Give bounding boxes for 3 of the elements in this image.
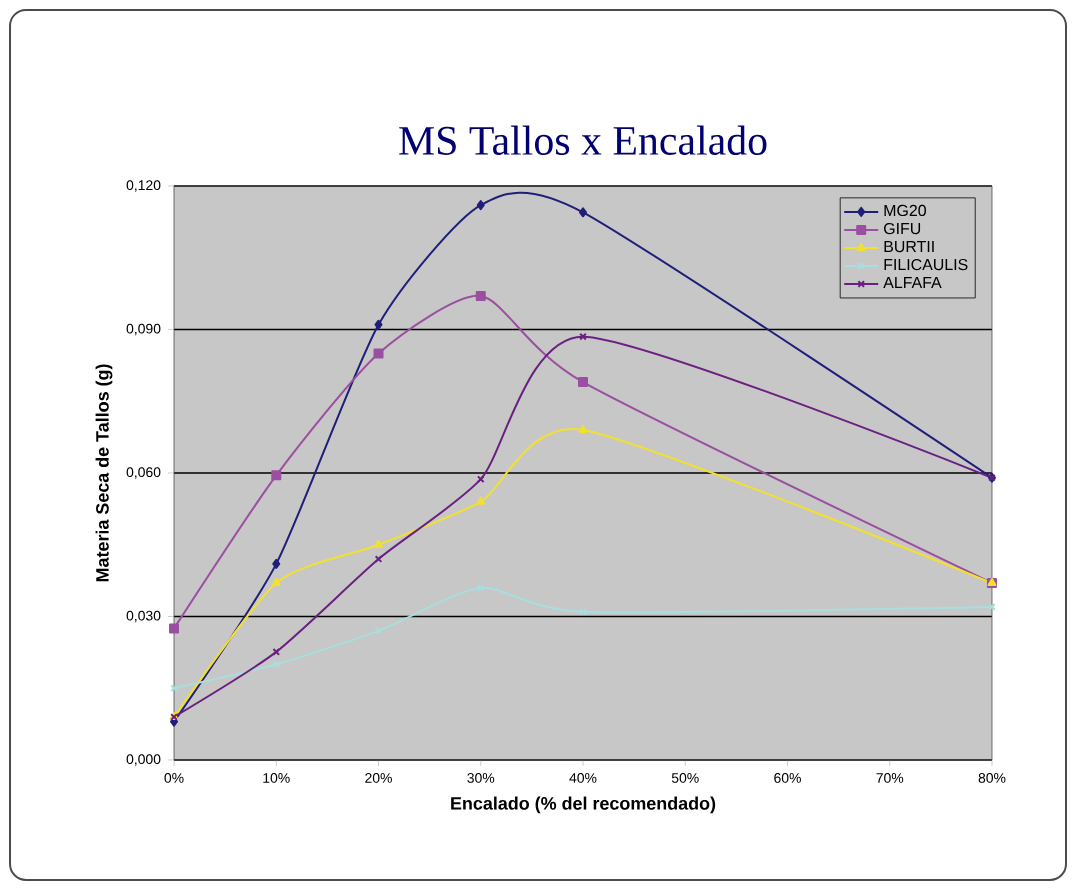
y-axis-title: Materia Seca de Tallos (g) (95, 364, 113, 582)
chart-title: MS Tallos x Encalado (399, 125, 767, 155)
x-axis-title: Encalado (% del recomendado) (451, 796, 716, 814)
